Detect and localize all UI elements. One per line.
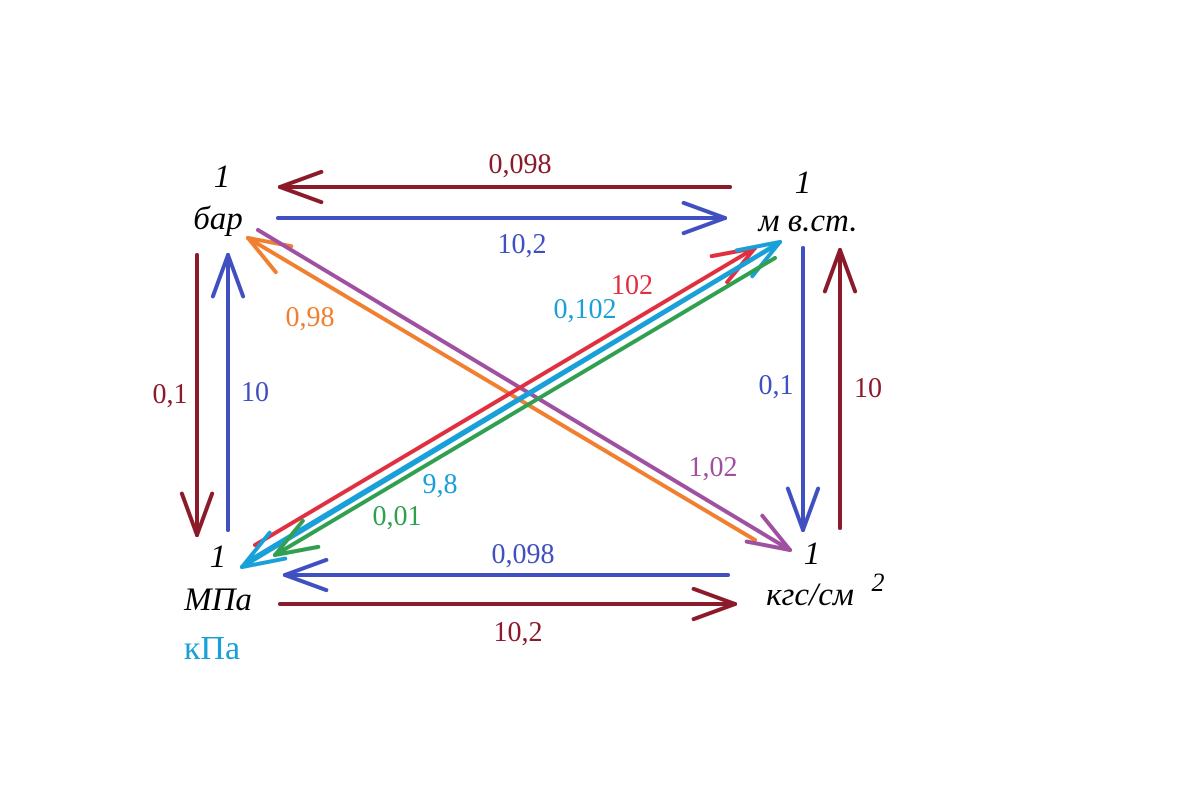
arrow-head: [278, 185, 324, 205]
edge-label: 0,098: [492, 539, 555, 570]
arrow-line: [240, 242, 780, 569]
edge-label: 102: [611, 270, 653, 301]
node-label: бар: [193, 201, 243, 237]
arrow-line: [246, 236, 757, 542]
arrow-line: [273, 256, 777, 557]
edge-label: 10: [241, 377, 269, 408]
arrow-head: [681, 200, 727, 220]
edge-label: 1,02: [689, 452, 738, 483]
node-number: 1: [210, 539, 227, 575]
arrow-head: [283, 573, 329, 593]
arrow-head: [734, 240, 782, 253]
arrow-head: [240, 530, 272, 569]
node-label: МПа: [183, 582, 252, 618]
arrow-head: [785, 486, 805, 532]
arrow-head: [822, 248, 842, 294]
arrow-line: [256, 228, 792, 552]
node-label: м в.ст.: [757, 203, 857, 239]
arrow-head: [681, 216, 727, 236]
edge-label: 0,1: [153, 379, 188, 410]
arrow-head: [278, 169, 324, 189]
arrow-head: [691, 586, 737, 606]
arrow-head: [240, 556, 288, 569]
edge-label: 9,8: [423, 469, 458, 500]
arrow-line: [253, 246, 757, 547]
edge-label: 0,098: [489, 149, 552, 180]
arrow-head: [760, 513, 792, 552]
arrow-head: [179, 491, 199, 537]
arrow-head: [195, 491, 215, 537]
arrow-head: [226, 253, 246, 299]
edge-label: 0,102: [554, 294, 617, 325]
arrow-head: [691, 602, 737, 622]
arrow-head: [744, 539, 792, 552]
node-number: 1: [804, 536, 821, 572]
arrow-head: [273, 544, 321, 557]
edge-label: 0,1: [759, 370, 794, 401]
node-number: 1: [214, 159, 231, 195]
arrow-head: [283, 557, 329, 577]
arrow-head: [838, 248, 858, 294]
arrow-head: [210, 253, 230, 299]
arrow-head: [246, 236, 278, 275]
node-label: кгс/см: [766, 577, 854, 613]
arrow-head: [273, 518, 305, 557]
edge-label: 10,2: [498, 229, 547, 260]
edge-label: 10: [854, 373, 882, 404]
edge-label: 10,2: [494, 617, 543, 648]
node-number: 1: [795, 165, 812, 201]
edge-label: 0,01: [373, 501, 422, 532]
arrow-head: [801, 486, 821, 532]
edge-label: 0,98: [286, 302, 335, 333]
node-sublabel: кПа: [184, 630, 240, 667]
node-superscript: 2: [872, 568, 885, 597]
